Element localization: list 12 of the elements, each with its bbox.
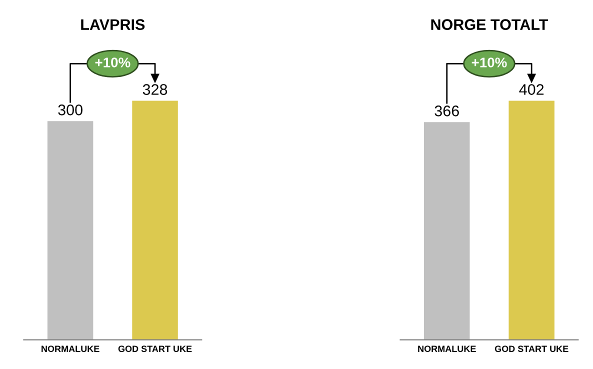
- x-tick-label: GOD START UKE: [494, 346, 568, 352]
- x-tick-label: NORMALUKE: [42, 346, 100, 352]
- chart-title: NORGE TOTALT: [431, 19, 548, 30]
- chart-title: LAVPRIS: [81, 19, 145, 30]
- text: +10%: [472, 58, 507, 68]
- data-label: 328: [142, 84, 168, 95]
- data-label: 366: [434, 106, 459, 116]
- data-label: 300: [58, 104, 82, 116]
- text: +10%: [95, 58, 130, 68]
- data-label: 402: [519, 84, 544, 95]
- x-tick-label: GOD START UKE: [118, 346, 192, 352]
- x-tick-label: NORMALUKE: [418, 346, 476, 352]
